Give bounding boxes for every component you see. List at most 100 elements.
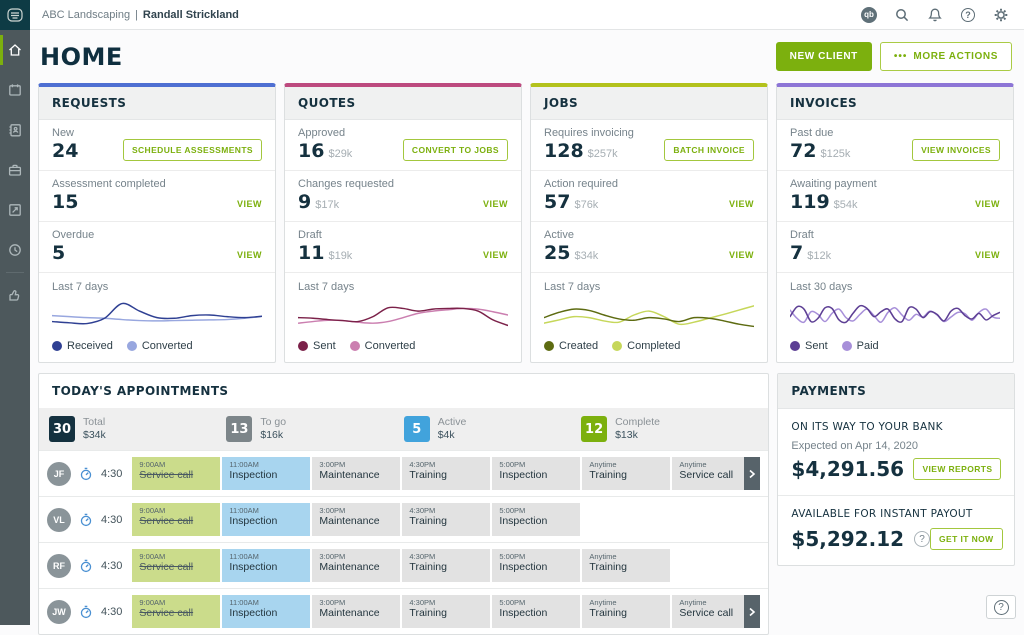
- gear-icon: [993, 7, 1009, 23]
- metric-number: 25: [544, 242, 570, 264]
- next-appointments-button[interactable]: [744, 595, 760, 628]
- metric-amount: $17k: [315, 199, 339, 211]
- jobs-sparkline: [544, 295, 754, 335]
- quickbooks-button[interactable]: qb: [860, 6, 878, 24]
- sidebar-item-feedback[interactable]: [0, 275, 30, 315]
- metric-label: Changes requested: [298, 178, 394, 190]
- info-question-icon[interactable]: ?: [914, 531, 930, 547]
- metric-number: 7: [790, 242, 803, 264]
- stat-count-badge: 5: [404, 416, 430, 442]
- get-it-now-button[interactable]: GET IT NOW: [930, 528, 1003, 550]
- metric-number: 128: [544, 140, 584, 162]
- avatar[interactable]: VL: [47, 508, 71, 532]
- avatar[interactable]: JF: [47, 462, 71, 486]
- company-name: ABC Landscaping: [42, 9, 130, 21]
- metric-number: 24: [52, 140, 78, 162]
- metric-value: 9$17k: [298, 193, 394, 213]
- search-button[interactable]: [893, 6, 911, 24]
- legend-dot: [790, 341, 800, 351]
- batch-invoice-button[interactable]: BATCH INVOICE: [664, 139, 754, 161]
- view-button[interactable]: VIEW: [237, 250, 262, 264]
- sidebar-item-home[interactable]: [0, 30, 30, 70]
- view-reports-button[interactable]: VIEW REPORTS: [913, 458, 1001, 480]
- chip-time: Anytime: [589, 552, 663, 561]
- view-button[interactable]: VIEW: [237, 199, 262, 213]
- topbar-icons: qb ?: [860, 6, 1010, 24]
- sidebar-item-work[interactable]: [0, 150, 30, 190]
- page-header: HOME NEW CLIENT •••MORE ACTIONS: [40, 42, 1012, 71]
- next-appointments-button[interactable]: [744, 457, 760, 490]
- settings-button[interactable]: [992, 6, 1010, 24]
- metric-label: Action required: [544, 178, 618, 190]
- schedule-assessments-button[interactable]: SCHEDULE ASSESSMENTS: [123, 139, 262, 161]
- help-button[interactable]: ?: [959, 6, 977, 24]
- notifications-button[interactable]: [926, 6, 944, 24]
- quickbooks-icon: qb: [861, 7, 877, 23]
- sidebar-item-clients[interactable]: [0, 110, 30, 150]
- card-title: QUOTES: [298, 96, 508, 110]
- view-button[interactable]: VIEW: [483, 250, 508, 264]
- view-button[interactable]: VIEW: [975, 250, 1000, 264]
- view-button[interactable]: VIEW: [729, 199, 754, 213]
- view-button[interactable]: VIEW: [729, 250, 754, 264]
- chip-label: Inspection: [499, 469, 573, 481]
- chip-time: 9:00AM: [139, 506, 213, 515]
- help-fab-button[interactable]: ?: [986, 595, 1016, 619]
- sidebar-item-schedule[interactable]: [0, 70, 30, 110]
- legend-label: Converted: [142, 340, 193, 352]
- chip-time: 9:00AM: [139, 460, 213, 469]
- chip-label: Training: [409, 515, 483, 527]
- avatar[interactable]: RF: [47, 554, 71, 578]
- view-button[interactable]: VIEW: [483, 199, 508, 213]
- timer-clock-icon: [79, 513, 93, 527]
- view-invoices-button[interactable]: VIEW INVOICES: [912, 139, 1000, 161]
- avatar[interactable]: JW: [47, 600, 71, 624]
- sidebar-item-reports[interactable]: [0, 190, 30, 230]
- topbar: ABC Landscaping | Randall Strickland qb …: [30, 0, 1024, 30]
- chip-label: Inspection: [229, 561, 303, 573]
- convert-to-jobs-button[interactable]: CONVERT TO JOBS: [403, 139, 508, 161]
- view-button[interactable]: VIEW: [975, 199, 1000, 213]
- jobber-logo[interactable]: [0, 0, 30, 30]
- chip-time: Anytime: [589, 598, 663, 607]
- metric-value: 57$76k: [544, 193, 618, 213]
- more-actions-button[interactable]: •••MORE ACTIONS: [880, 42, 1012, 71]
- new-client-button[interactable]: NEW CLIENT: [776, 42, 872, 71]
- legend-dot: [544, 341, 554, 351]
- bank-heading: ON ITS WAY TO YOUR BANK: [791, 421, 1001, 433]
- sparkline-period-label: Last 7 days: [298, 281, 508, 293]
- sidebar-item-timesheets[interactable]: [0, 230, 30, 270]
